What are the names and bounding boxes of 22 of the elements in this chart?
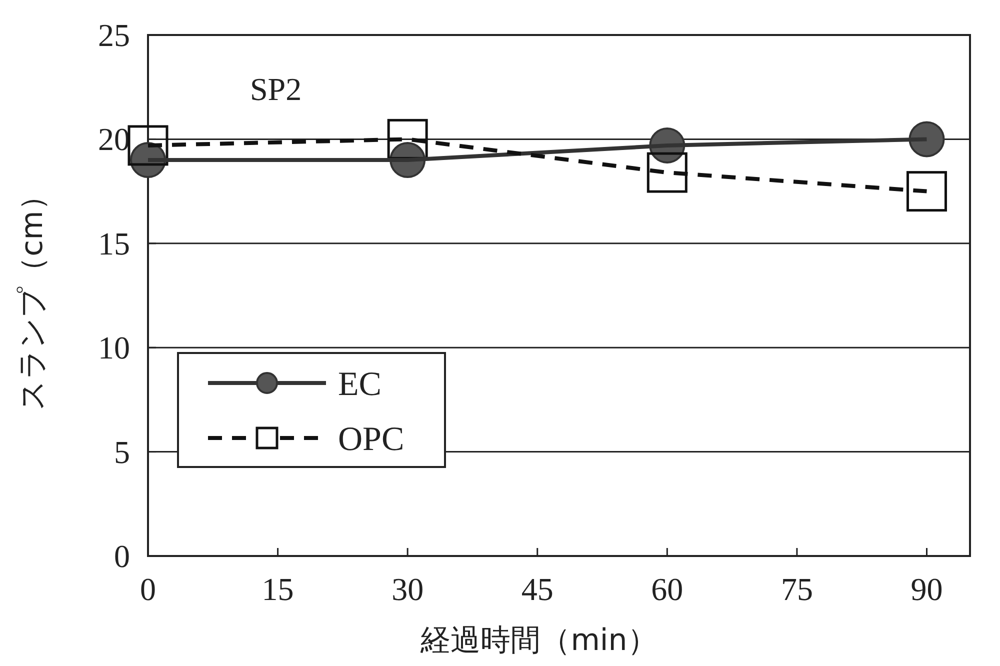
x-tick-label: 45	[521, 571, 554, 607]
x-tick-label: 15	[262, 571, 294, 607]
y-tick-label: 15	[98, 225, 130, 262]
legend-label: OPC	[338, 421, 404, 458]
y-tick-label: 5	[114, 434, 130, 470]
annotation: SP2	[250, 71, 302, 107]
y-axis-title: スランプ（cm）	[15, 180, 50, 410]
x-tick-label: 30	[392, 571, 424, 607]
legend-label: EC	[338, 366, 382, 403]
x-tick-label: 90	[910, 571, 943, 607]
point	[906, 171, 947, 212]
x-tick-label: 0	[140, 571, 156, 607]
y-tick-label: 25	[98, 17, 130, 53]
point	[908, 121, 945, 158]
y-tick-label: 20	[98, 121, 130, 158]
x-tick-label: 60	[651, 571, 684, 607]
y-tick-label: 10	[98, 330, 130, 366]
x-tick-label: 75	[780, 571, 813, 607]
x-axis-title: 経過時間（min）	[420, 623, 658, 658]
point	[128, 125, 168, 166]
y-tick-label: 0	[114, 538, 130, 574]
point	[646, 152, 688, 193]
